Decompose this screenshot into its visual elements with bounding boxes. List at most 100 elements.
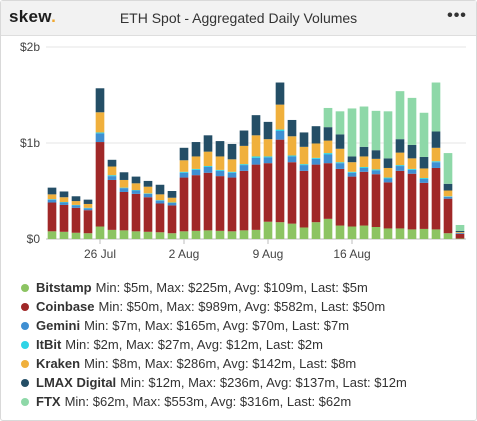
bar-segment-kraken[interactable] [215,156,225,170]
bar-segment-bitstamp[interactable] [119,230,129,239]
bar-segment-coinbase[interactable] [215,176,225,231]
bar-segment-gemini[interactable] [287,156,297,163]
bar-segment-kraken[interactable] [59,197,69,203]
bar-segment-lmax-digital[interactable] [107,159,117,167]
bar-segment-kraken[interactable] [71,201,81,205]
bar-segment-coinbase[interactable] [431,167,441,230]
bar-segment-coinbase[interactable] [143,197,153,232]
bar-segment-coinbase[interactable] [311,164,321,223]
bar-segment-itbit[interactable] [299,164,309,166]
bar-segment-gemini[interactable] [143,193,153,198]
bar-segment-kraken[interactable] [359,156,369,167]
bar-segment-gemini[interactable] [191,169,201,176]
bar-segment-ftx[interactable] [419,112,429,157]
bar-segment-ftx[interactable] [407,97,417,145]
bar-segment-kraken[interactable] [347,162,357,172]
bar-segment-kraken[interactable] [107,166,117,176]
bar-segment-gemini[interactable] [347,172,357,177]
bar-segment-gemini[interactable] [431,162,441,168]
bar-segment-bitstamp[interactable] [47,231,57,239]
bar-segment-coinbase[interactable] [299,170,309,228]
bar-segment-coinbase[interactable] [71,207,81,233]
bar-segment-lmax-digital[interactable] [263,121,273,140]
bar-segment-ftx[interactable] [443,153,453,184]
bar-segment-lmax-digital[interactable] [383,158,393,168]
bar-segment-ftx[interactable] [335,111,345,135]
bar-segment-kraken[interactable] [455,232,465,233]
bar-segment-gemini[interactable] [275,131,285,140]
bar-segment-coinbase[interactable] [275,139,285,223]
bar-segment-kraken[interactable] [431,147,441,162]
bar-segment-kraken[interactable] [251,135,261,157]
bar-segment-ftx[interactable] [359,106,369,147]
bar-segment-itbit[interactable] [335,162,345,164]
bar-segment-lmax-digital[interactable] [239,130,249,146]
bar-segment-lmax-digital[interactable] [323,127,333,141]
bar-segment-kraken[interactable] [191,156,201,169]
bar-segment-coinbase[interactable] [395,170,405,229]
bar-segment-ftx[interactable] [347,108,357,157]
bar-segment-bitstamp[interactable] [239,230,249,239]
bar-segment-bitstamp[interactable] [251,229,261,239]
bar-segment-coinbase[interactable] [383,182,393,229]
bar-segment-itbit[interactable] [95,132,105,134]
bar-segment-bitstamp[interactable] [155,232,165,239]
bar-segment-gemini[interactable] [263,157,273,164]
bar-segment-gemini[interactable] [251,157,261,165]
bar-segment-kraken[interactable] [83,203,93,208]
bar-segment-kraken[interactable] [143,186,153,194]
bar-segment-bitstamp[interactable] [143,231,153,239]
bar-segment-kraken[interactable] [203,151,213,167]
bar-segment-lmax-digital[interactable] [287,119,297,137]
legend-item-lmax-digital[interactable]: LMAX Digital Min: $12m, Max: $236m, Avg: … [21,373,407,392]
bar-segment-kraken[interactable] [131,183,141,191]
bar-segment-itbit[interactable] [431,161,441,163]
bar-segment-kraken[interactable] [335,148,345,163]
legend-item-kraken[interactable]: Kraken Min: $8m, Max: $286m, Avg: $142m, … [21,354,407,373]
bar-segment-kraken[interactable] [179,160,189,172]
bar-segment-kraken[interactable] [323,140,333,154]
bar-segment-coinbase[interactable] [59,204,69,232]
bar-segment-bitstamp[interactable] [431,229,441,239]
bar-segment-lmax-digital[interactable] [335,134,345,149]
bar-segment-lmax-digital[interactable] [395,139,405,153]
bar-segment-itbit[interactable] [287,155,297,157]
bar-segment-itbit[interactable] [275,129,285,131]
bar-segment-coinbase[interactable] [419,182,429,229]
bar-segment-itbit[interactable] [179,171,189,173]
bar-segment-bitstamp[interactable] [107,229,117,239]
bar-segment-ftx[interactable] [371,110,381,151]
more-horizontal-icon[interactable]: ••• [447,7,467,24]
bar-segment-itbit[interactable] [383,177,393,179]
bar-segment-bitstamp[interactable] [335,225,345,239]
bar-segment-coinbase[interactable] [203,172,213,231]
bar-segment-itbit[interactable] [371,169,381,171]
bar-segment-lmax-digital[interactable] [179,147,189,161]
bar-segment-bitstamp[interactable] [227,231,237,239]
bar-segment-itbit[interactable] [227,171,237,173]
bar-segment-gemini[interactable] [203,167,213,173]
bar-segment-bitstamp[interactable] [299,227,309,239]
bar-segment-kraken[interactable] [275,104,285,130]
bar-segment-lmax-digital[interactable] [299,132,309,147]
bar-segment-gemini[interactable] [47,199,57,203]
bar-segment-kraken[interactable] [239,145,249,165]
bar-segment-bitstamp[interactable] [179,231,189,239]
bar-segment-bitstamp[interactable] [191,230,201,239]
bar-segment-kraken[interactable] [371,158,381,170]
bar-segment-gemini[interactable] [71,205,81,208]
bar-segment-bitstamp[interactable] [359,225,369,239]
bar-segment-lmax-digital[interactable] [83,199,93,204]
bar-segment-bitstamp[interactable] [275,222,285,239]
bar-segment-gemini[interactable] [419,179,429,183]
bar-segment-coinbase[interactable] [455,233,465,239]
bar-segment-lmax-digital[interactable] [347,156,357,163]
bar-segment-gemini[interactable] [335,163,345,169]
bar-segment-itbit[interactable] [395,165,405,167]
bar-segment-coinbase[interactable] [131,193,141,232]
bar-segment-itbit[interactable] [407,168,417,170]
bar-segment-lmax-digital[interactable] [359,146,369,157]
bar-segment-coinbase[interactable] [83,210,93,234]
bar-segment-ftx[interactable] [323,107,333,128]
bar-segment-itbit[interactable] [311,157,321,159]
